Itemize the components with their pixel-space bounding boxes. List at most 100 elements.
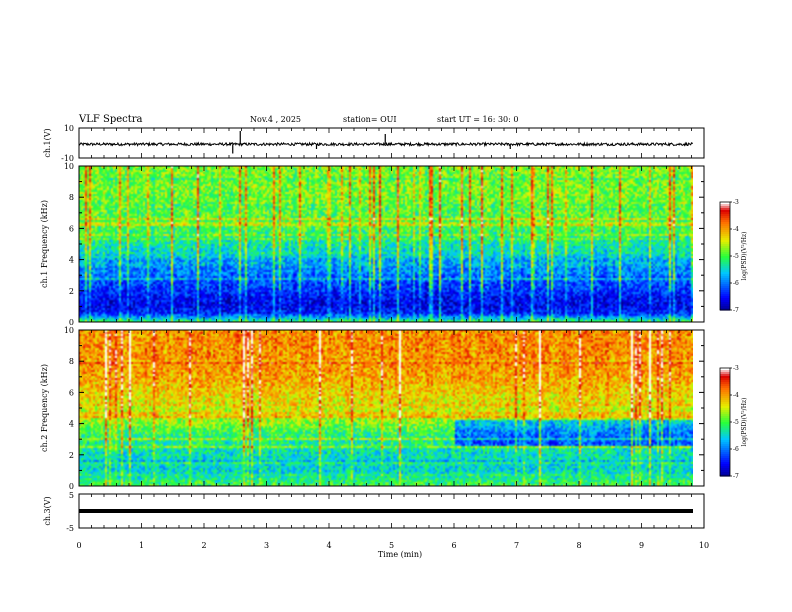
colorbar-tick-label: -7 — [733, 307, 739, 314]
colorbar-swatch — [720, 368, 730, 371]
colorbar-swatch — [720, 380, 730, 383]
colorbar-tick-label: -4 — [733, 226, 739, 233]
colorbar-swatch — [720, 204, 730, 207]
freq-tick-label: 0 — [69, 482, 74, 491]
colorbar-swatch — [720, 290, 730, 293]
freq-tick-label: 0 — [69, 318, 74, 327]
colorbar-swatch — [720, 218, 730, 221]
colorbar-swatch — [720, 288, 730, 291]
colorbar-swatch — [720, 440, 730, 443]
ch1-trace — [78, 141, 694, 148]
colorbar-swatch — [720, 372, 730, 375]
freq-tick-label: 6 — [69, 224, 74, 233]
time-tick-label: 1 — [139, 541, 144, 550]
freq-tick-label: 6 — [69, 388, 74, 397]
colorbar-tick-label: -6 — [733, 280, 739, 287]
colorbar-tick-label: -3 — [733, 199, 739, 206]
station-label: station= OUI — [343, 115, 397, 124]
colorbar-swatch — [720, 470, 730, 473]
colorbar-swatch — [720, 474, 730, 477]
colorbar-swatch — [720, 240, 730, 243]
colorbar-swatch — [720, 420, 730, 423]
colorbar-swatch — [720, 432, 730, 435]
time-tick-label: 6 — [451, 541, 456, 550]
colorbar-swatch — [720, 454, 730, 457]
colorbar-swatch — [720, 284, 730, 287]
freq-tick-label: 4 — [69, 256, 74, 265]
colorbar-swatch — [720, 446, 730, 449]
colorbar-swatch — [720, 244, 730, 247]
time-axis-tick-labels: 0 1 2 3 4 5 6 7 8 9 10 — [76, 541, 709, 550]
ch2-spectrogram-image — [79, 330, 693, 486]
time-tick-label: 3 — [264, 541, 269, 550]
colorbar-swatch — [720, 294, 730, 297]
time-tick-label: 9 — [639, 541, 644, 550]
colorbar-swatch — [720, 282, 730, 285]
colorbar-swatch — [720, 472, 730, 475]
colorbar-swatch — [720, 376, 730, 379]
colorbar-swatch — [720, 424, 730, 427]
colorbar-swatch — [720, 268, 730, 271]
ch2-spectrogram-panel: 0 2 4 6 8 10 ch.2 Frequency (kHz) — [40, 326, 705, 491]
ch1-spectrogram-image — [79, 166, 693, 322]
ch1-ylabel-text: ch.1 Frequency (kHz) — [40, 200, 49, 288]
colorbar-swatch — [720, 400, 730, 403]
colorbar-swatch — [720, 308, 730, 311]
time-tick-label: 8 — [576, 541, 581, 550]
colorbar-swatch — [720, 248, 730, 251]
colorbar-swatch — [720, 258, 730, 261]
date-label: Nov.4 , 2025 — [250, 115, 301, 124]
colorbar-swatch — [720, 370, 730, 373]
ch3-trace — [79, 509, 693, 513]
colorbar-swatch — [720, 448, 730, 451]
colorbar-swatch — [720, 434, 730, 437]
colorbar-swatch — [720, 236, 730, 239]
colorbar-swatch — [720, 438, 730, 441]
colorbar-swatch — [720, 418, 730, 421]
ch3-ytick-top: 5 — [69, 491, 74, 500]
time-tick-label: 0 — [76, 541, 81, 550]
colorbar-swatch — [720, 278, 730, 281]
colorbar-swatch — [720, 458, 730, 461]
colorbar-swatch — [720, 300, 730, 303]
colorbar-swatch — [720, 402, 730, 405]
colorbar-swatch — [720, 260, 730, 263]
colorbar-swatch — [720, 436, 730, 439]
colorbar-label: log(PSD)(V²/Hz) — [741, 232, 748, 281]
colorbar-tick-label: -5 — [733, 419, 739, 426]
colorbar-swatch — [720, 416, 730, 419]
colorbar-swatch — [720, 412, 730, 415]
colorbar-swatch — [720, 464, 730, 467]
colorbar-swatch — [720, 246, 730, 249]
colorbar-swatch — [720, 224, 730, 227]
colorbar-swatch — [720, 466, 730, 469]
ch3-ytick-bottom: -5 — [66, 524, 74, 533]
colorbar-swatch — [720, 396, 730, 399]
time-tick-label: 7 — [514, 541, 519, 550]
colorbar-swatch — [720, 408, 730, 411]
time-tick-label: 10 — [699, 541, 709, 550]
colorbar-swatch — [720, 306, 730, 309]
colorbar-swatch — [720, 452, 730, 455]
ch1-spikes — [232, 131, 511, 154]
ch2-spectrogram-yticks: 0 2 4 6 8 10 — [64, 326, 704, 491]
colorbar-swatch — [720, 286, 730, 289]
colorbar-swatch — [720, 450, 730, 453]
freq-tick-label: 8 — [69, 357, 74, 366]
ch1-colorbar: -3 -4 -5 -6 -7 log(PSD)(V²/Hz) — [719, 199, 748, 314]
colorbar-swatch — [720, 292, 730, 295]
colorbar-swatch — [720, 210, 730, 213]
freq-tick-label: 4 — [69, 420, 74, 429]
colorbar-swatch — [720, 274, 730, 277]
colorbar-swatch — [720, 468, 730, 471]
colorbar-tick-label: -5 — [733, 253, 739, 260]
colorbar-tick-label: -7 — [733, 473, 739, 480]
time-axis-label: Time (min) — [378, 550, 422, 559]
colorbar-swatch — [720, 250, 730, 253]
colorbar-swatch — [720, 228, 730, 231]
colorbar-swatch — [720, 422, 730, 425]
colorbar-swatch — [720, 410, 730, 413]
colorbar-label: log(PSD)(V²/Hz) — [741, 398, 748, 447]
ch1-spectrogram-yticks: 0 2 4 6 8 10 — [64, 162, 704, 327]
